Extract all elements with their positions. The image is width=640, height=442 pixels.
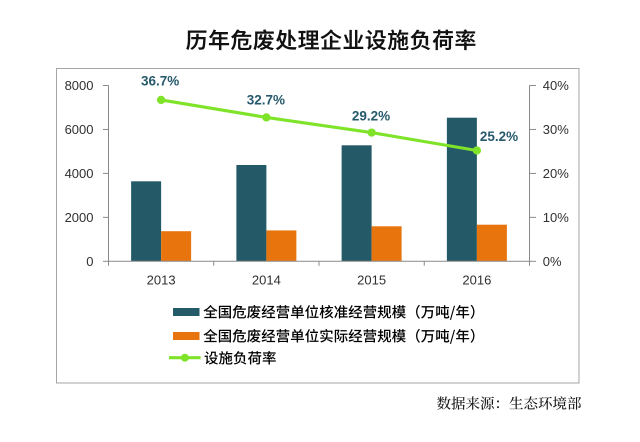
svg-text:2015: 2015: [357, 272, 386, 287]
svg-text:2014: 2014: [252, 272, 281, 287]
svg-text:36.7%: 36.7%: [141, 74, 179, 89]
svg-text:10%: 10%: [543, 210, 569, 225]
svg-text:25.2%: 25.2%: [480, 129, 518, 144]
svg-text:32.7%: 32.7%: [247, 92, 285, 107]
svg-text:2016: 2016: [462, 272, 491, 287]
svg-text:30%: 30%: [543, 122, 569, 137]
svg-text:2000: 2000: [65, 210, 94, 225]
svg-text:0: 0: [86, 254, 93, 269]
svg-text:2013: 2013: [147, 272, 176, 287]
svg-text:29.2%: 29.2%: [352, 109, 390, 124]
svg-text:40%: 40%: [543, 78, 569, 93]
svg-text:0%: 0%: [543, 254, 562, 269]
svg-text:8000: 8000: [65, 78, 94, 93]
svg-text:4000: 4000: [65, 166, 94, 181]
svg-text:20%: 20%: [543, 166, 569, 181]
svg-text:6000: 6000: [65, 122, 94, 137]
